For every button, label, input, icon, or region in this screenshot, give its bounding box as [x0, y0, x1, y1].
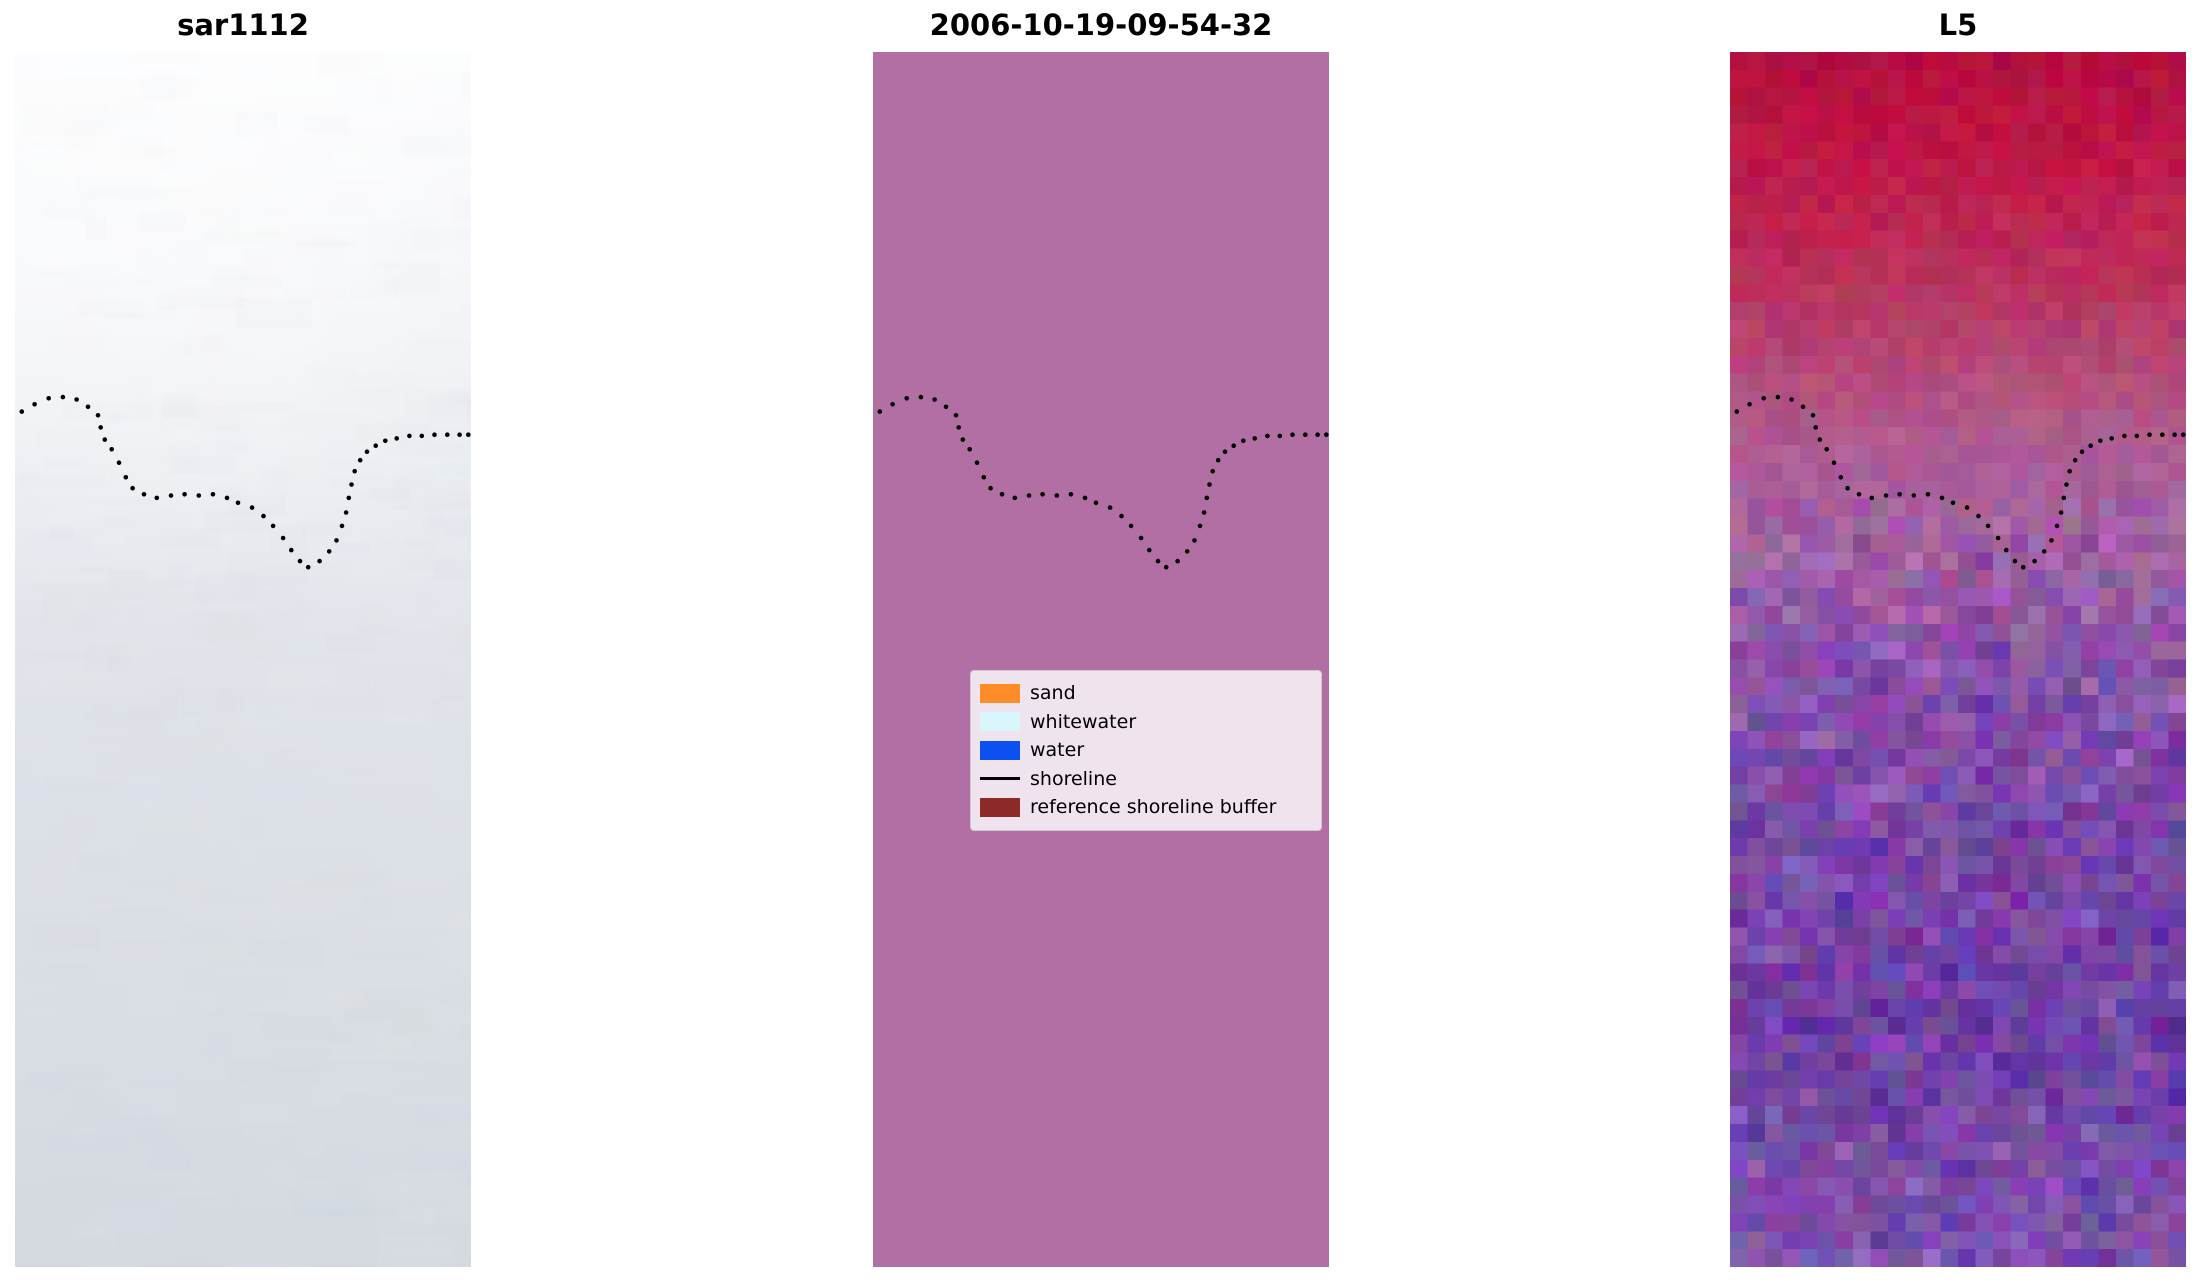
panel-l5: [1730, 52, 2186, 1267]
water-swatch: [980, 740, 1020, 760]
panel-title-date: 2006-10-19-09-54-32: [929, 8, 1273, 42]
whitewater-swatch: [980, 712, 1020, 732]
legend-item-reference-shoreline-buffer: reference shoreline buffer: [980, 793, 1312, 822]
panel-classification: sand whitewater water shoreline referenc…: [873, 52, 1329, 1267]
panel-title-l5: L5: [1938, 8, 1978, 42]
sar-image: [15, 52, 471, 1267]
shoreline-line-swatch: [980, 777, 1020, 781]
legend-item-water: water: [980, 736, 1312, 765]
reference-shoreline-buffer-swatch: [980, 797, 1020, 817]
legend-label-shoreline: shoreline: [1030, 767, 1117, 790]
legend-item-whitewater: whitewater: [980, 708, 1312, 737]
legend-label-sand: sand: [1030, 682, 1076, 705]
legend-item-sand: sand: [980, 679, 1312, 708]
classification-image: [873, 52, 1329, 1267]
panel-sar1112: [15, 52, 471, 1267]
legend-item-shoreline: shoreline: [980, 765, 1312, 794]
sand-swatch: [980, 683, 1020, 703]
legend-label-reference-shoreline-buffer: reference shoreline buffer: [1030, 796, 1277, 819]
legend-label-water: water: [1030, 739, 1085, 762]
panel-title-sar1112: sar1112: [177, 8, 309, 42]
legend: sand whitewater water shoreline referenc…: [970, 670, 1322, 831]
legend-label-whitewater: whitewater: [1030, 710, 1137, 733]
l5-image: [1730, 52, 2186, 1267]
